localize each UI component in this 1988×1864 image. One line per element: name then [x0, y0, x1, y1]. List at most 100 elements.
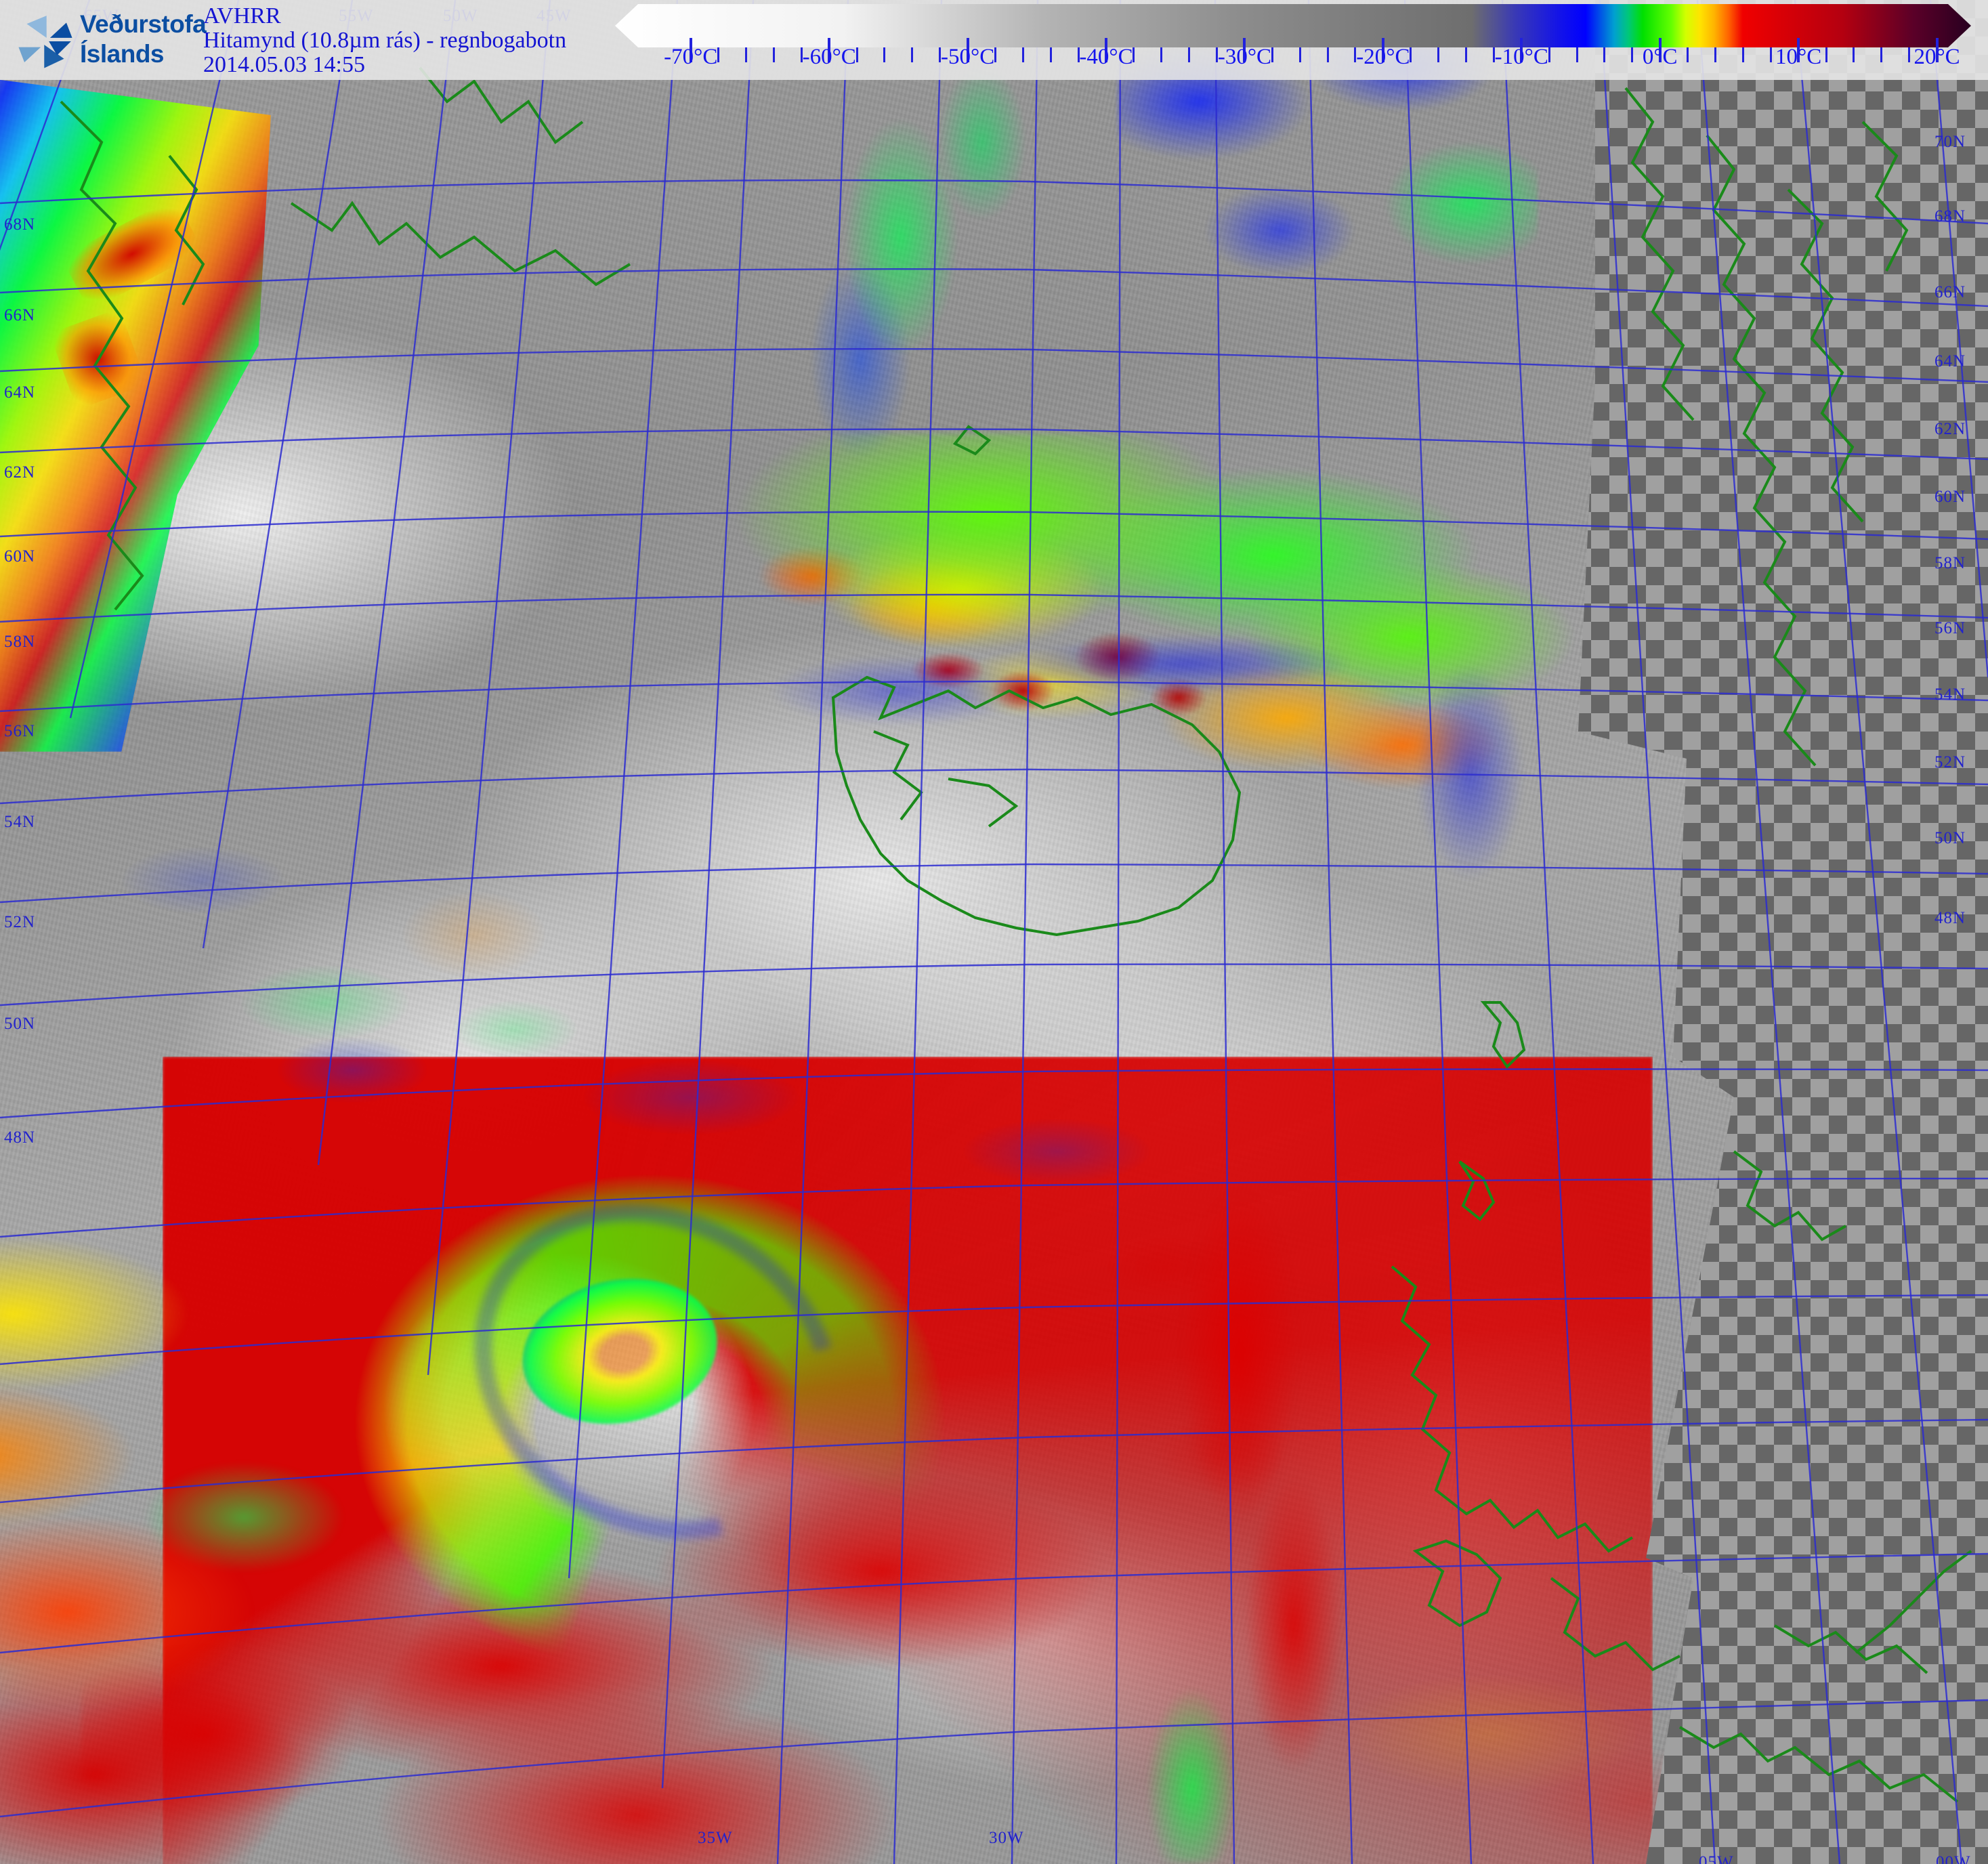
coastline-ne-greenland — [290, 200, 631, 287]
colorbar-minor-tick — [1326, 47, 1329, 62]
colorbar-minor-tick — [1853, 47, 1855, 62]
colorbar-minor-tick — [1160, 47, 1163, 62]
coastline-channel-north — [1773, 1624, 1928, 1674]
meridian-35W — [661, 0, 755, 1789]
coastline-norway-north — [1861, 121, 1909, 272]
colorbar-major-tick — [828, 38, 831, 62]
coastline-shetland — [1458, 1160, 1496, 1221]
meridian-15E — [1696, 0, 1841, 1864]
image-title-block: AVHRR Hitamynd (10.8µm rás) - regnbogabo… — [203, 4, 566, 77]
colorbar-minor-tick — [1021, 47, 1024, 62]
parallel-40N — [0, 1552, 1988, 1654]
product-name: Hitamynd (10.8µm rás) - regnbogabotn — [203, 28, 567, 53]
meridian-00W — [1403, 0, 1473, 1864]
colorbar-minor-tick — [745, 47, 748, 62]
colorbar-minor-tick — [1188, 47, 1191, 62]
coastline-greenland-isles — [168, 154, 205, 305]
meridian-10W — [1214, 0, 1235, 1864]
colorbar-minor-tick — [911, 47, 914, 62]
provider-name-line2: Íslands — [80, 40, 165, 68]
parallel-68N — [0, 179, 1988, 225]
colorbar-major-tick — [1105, 38, 1108, 62]
colorbar-minor-tick — [1271, 47, 1273, 62]
parallel-42N — [0, 1418, 1988, 1504]
colorbar-major-tick — [689, 38, 692, 62]
provider-logo-text: Veðurstofa Íslands — [80, 9, 207, 69]
colorbar-minor-tick — [1077, 47, 1080, 62]
colorbar-minor-tick — [800, 47, 803, 62]
coastline-ireland — [1412, 1539, 1502, 1628]
colorbar-major-tick — [1797, 38, 1800, 62]
parallel-64N — [0, 347, 1988, 383]
colorbar-label: -30°C — [1217, 45, 1272, 69]
colorbar-minor-tick — [994, 47, 996, 62]
colorbar-minor-tick — [772, 47, 775, 62]
temperature-colorbar: -70°C -60°C -50°C -40°C -30°C -20°C -10°C 0°C 10… — [615, 3, 1971, 69]
meridian-25W — [893, 0, 943, 1864]
colorbar-minor-tick — [1769, 47, 1772, 62]
meridian-05W — [1307, 0, 1353, 1864]
coastline-britain-west — [1391, 1265, 1633, 1553]
parallel-62N — [0, 428, 1988, 461]
colorbar-label: 20°C — [1913, 45, 1960, 69]
meridian-25E — [1929, 0, 1988, 678]
instrument-name: AVHRR — [203, 3, 281, 28]
colorbar-minor-tick — [855, 47, 858, 62]
colorbar-major-tick — [1658, 38, 1662, 62]
colorbar-minor-tick — [1575, 47, 1578, 62]
colorbar-minor-tick — [1216, 47, 1219, 62]
colorbar-minor-tick — [1825, 47, 1827, 62]
coastline-france — [1678, 1726, 1959, 1803]
parallel-50N — [0, 963, 1988, 1007]
coastline-iceland-lake — [948, 778, 1019, 828]
colorbar-major-tick — [1243, 38, 1246, 62]
meridian-05E — [1501, 0, 1594, 1864]
meridian-15W — [1115, 0, 1122, 1864]
parallel-52N — [0, 863, 1988, 904]
colorbar-ticks — [615, 38, 1971, 62]
colorbar-minor-tick — [1298, 47, 1301, 62]
parallel-44N — [0, 1294, 1988, 1365]
coastline-britain-south — [1550, 1577, 1680, 1672]
colorbar-major-tick — [966, 38, 969, 62]
meridian-20E — [1794, 0, 1963, 1864]
colorbar-gradient — [615, 4, 1971, 47]
parallel-38N — [0, 1699, 1988, 1818]
coastline-norway-islands — [1624, 87, 1695, 421]
meridian-40W — [568, 0, 679, 1579]
meridian-10E — [1599, 0, 1716, 1864]
image-timestamp: 2014.05.03 14:55 — [203, 52, 365, 77]
colorbar-label: 0°C — [1642, 45, 1678, 69]
iceland-cold-rim — [711, 582, 1558, 935]
colorbar-minor-tick — [1908, 47, 1911, 62]
colorbar-label: -20°C — [1356, 45, 1410, 69]
colorbar-label: -60°C — [802, 45, 856, 69]
parallel-56N — [0, 680, 1988, 713]
meridian-55W — [202, 0, 354, 949]
coastline-iceland — [831, 675, 1242, 937]
colorbar-major-tick — [1935, 38, 1939, 62]
colorbar-minor-tick — [1631, 47, 1634, 62]
colorbar-minor-tick — [1465, 47, 1468, 62]
colorbar-minor-tick — [1049, 47, 1052, 62]
coastline-jan-mayen — [952, 425, 992, 456]
colorbar-minor-tick — [939, 47, 942, 62]
colorbar-label: -10°C — [1494, 45, 1548, 69]
coastline-greenland — [60, 100, 144, 611]
parallel-58N — [0, 593, 1988, 623]
parallel-60N — [0, 511, 1988, 541]
header-bar: Veðurstofa Íslands AVHRR Hitamynd (10.8µ… — [0, 0, 1988, 80]
colorbar-minor-tick — [1714, 47, 1716, 62]
meridian-20W — [1011, 0, 1039, 1864]
parallel-46N — [0, 1177, 1988, 1238]
colorbar-minor-tick — [1548, 47, 1550, 62]
colorbar-label: -40°C — [1079, 45, 1133, 69]
meridian-30W — [776, 0, 849, 1864]
meridian-45W — [427, 0, 551, 1376]
colorbar-minor-tick — [1133, 47, 1135, 62]
colorbar-major-tick — [1381, 38, 1384, 62]
meridian-60W — [69, 0, 240, 719]
